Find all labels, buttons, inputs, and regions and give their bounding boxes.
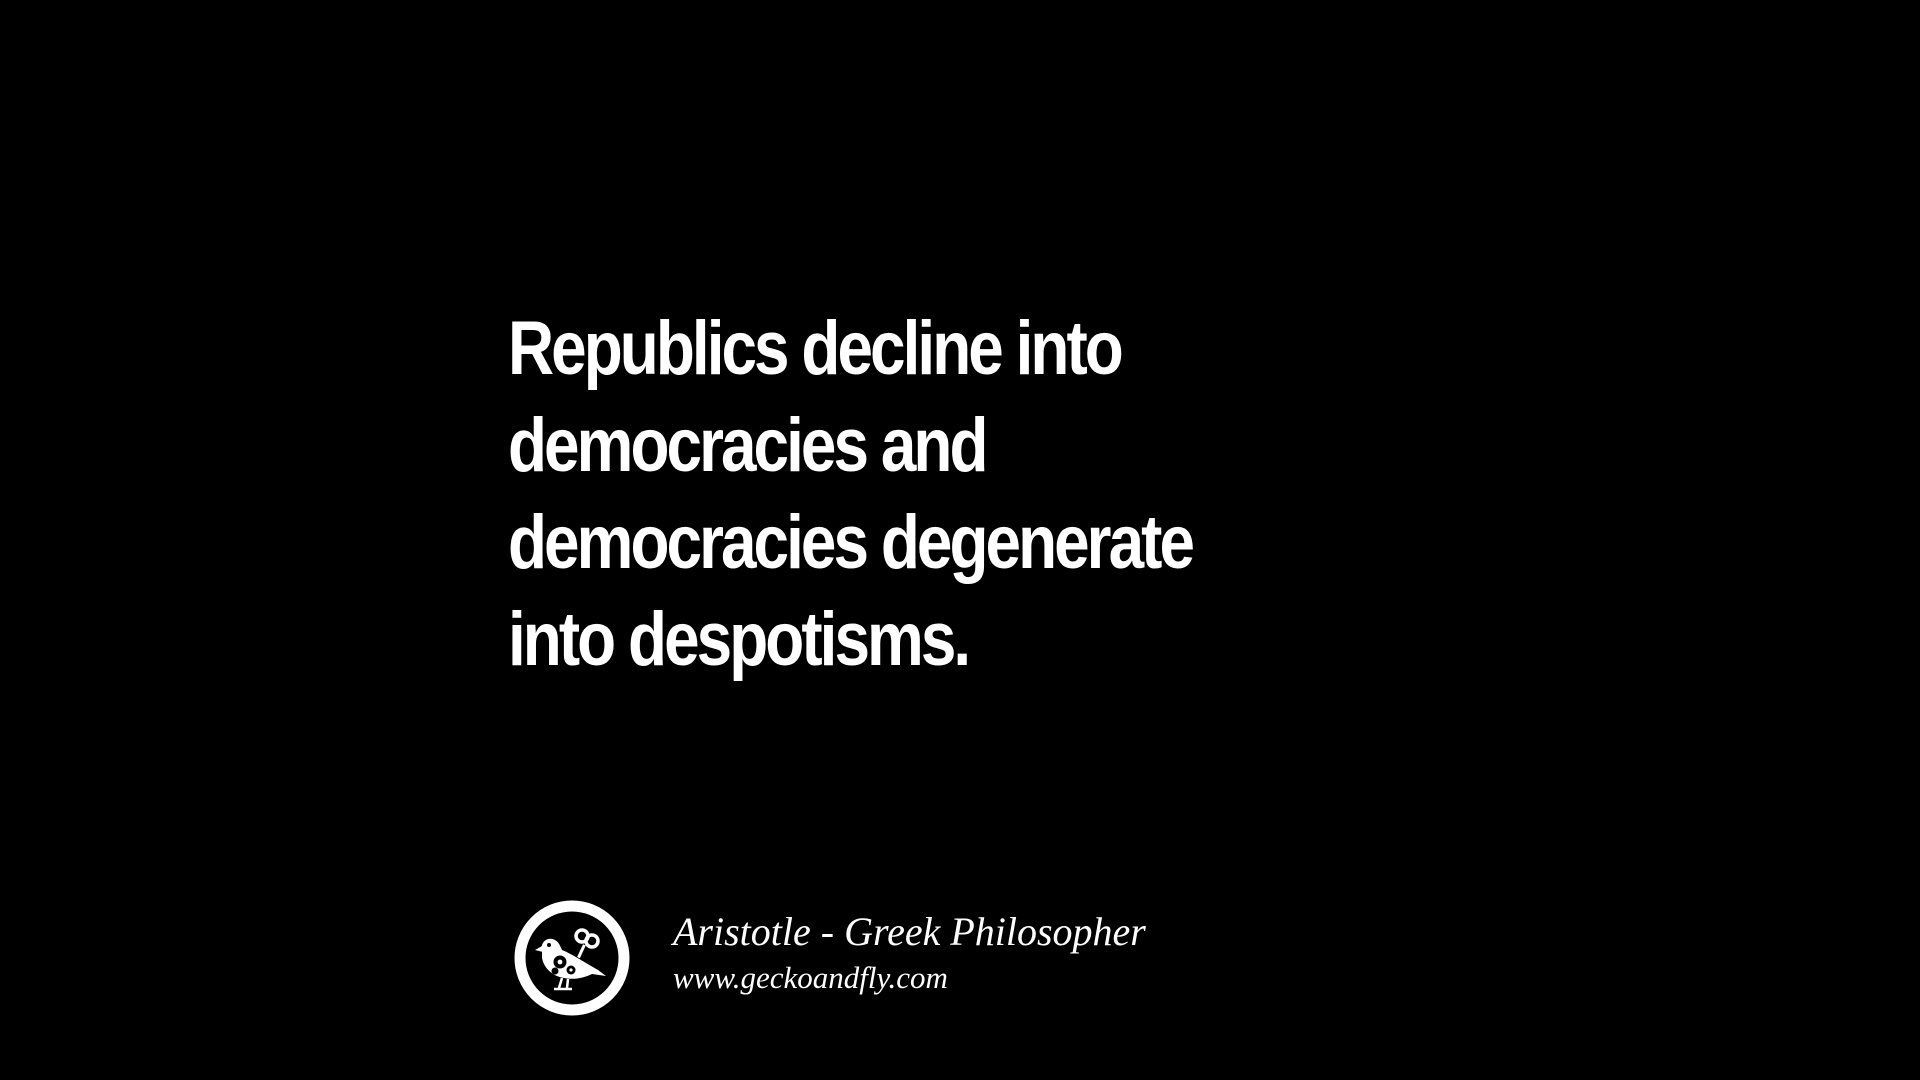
bird-with-gears-logo-icon	[514, 900, 630, 1016]
website-url: www.geckoandfly.com	[673, 960, 948, 995]
quote-line-2: democracies and	[508, 403, 988, 488]
author-credit: Aristotle - Greek Philosopher	[673, 909, 1146, 954]
quote-text: Republics decline into democracies and d…	[508, 300, 1264, 688]
quote-line-1: Republics decline into	[508, 306, 1124, 391]
quote-line-4: into despotisms.	[508, 597, 971, 682]
quote-line-3: democracies degenerate	[508, 500, 1195, 585]
